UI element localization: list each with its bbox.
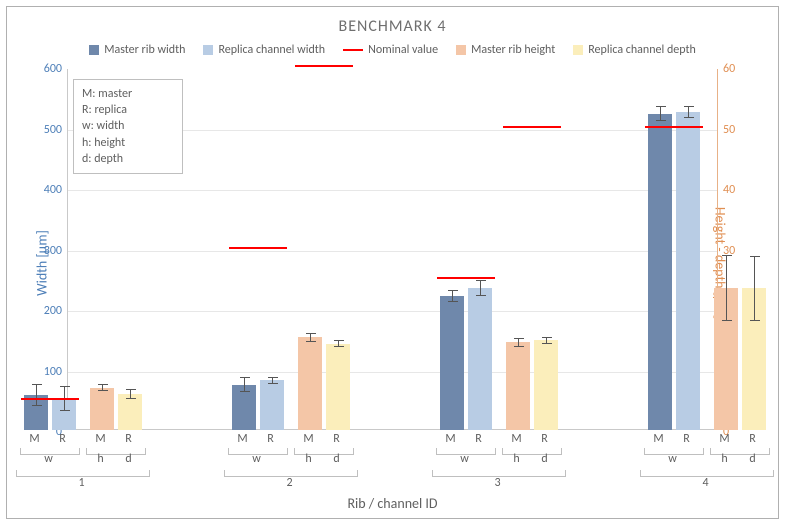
legend-swatch-line (343, 49, 363, 51)
bar-master-height (90, 388, 114, 430)
error-bar (452, 290, 453, 302)
bar-replica-width (676, 112, 700, 430)
legend-item: Replica channel width (203, 43, 325, 57)
error-bar (518, 338, 519, 346)
error-bar (310, 333, 311, 343)
chart-title: BENCHMARK 4 (7, 17, 778, 36)
bar-replica-width (468, 288, 492, 430)
error-bar (480, 280, 481, 296)
chart-frame: BENCHMARK 4 Master rib width Replica chan… (6, 6, 779, 519)
x-axis-title: Rib / channel ID (67, 495, 718, 512)
legend-swatch (573, 45, 583, 55)
xlabel-mr: R (59, 432, 66, 446)
legend-swatch (456, 45, 466, 55)
xlabel-groupid: 4 (702, 476, 708, 490)
xlabel-mr: M (653, 432, 663, 446)
error-bar (130, 389, 131, 399)
xlabel-mr: R (125, 432, 132, 446)
error-bar (754, 256, 755, 320)
bar-master-height (506, 342, 530, 430)
error-bar (660, 106, 661, 121)
group (208, 69, 374, 430)
nominal-line (21, 398, 79, 400)
error-bar (546, 337, 547, 344)
infobox-line: d: depth (82, 151, 174, 167)
xlabel-d: d (333, 452, 339, 466)
error-bar (272, 377, 273, 384)
legend-label: Replica channel width (218, 43, 325, 57)
bar-master-width (440, 296, 464, 430)
x-axis: MRMRwMRMRwMRMRwMRMRwhd1hd2hd3hd4Rib / ch… (67, 430, 718, 518)
legend-label: Master rib width (104, 43, 185, 57)
xbracket (86, 448, 146, 455)
infobox-line: M: master (82, 86, 174, 102)
infobox: M: masterR: replicaw: widthh: heightd: d… (73, 79, 183, 174)
nominal-line (229, 247, 287, 249)
group (416, 69, 582, 430)
xlabel-w: w (460, 452, 469, 466)
xlabel-mr: M (95, 432, 105, 446)
xlabel-groupid: 1 (78, 476, 84, 490)
nominal-line (645, 126, 703, 128)
nominal-line (503, 126, 561, 128)
nominal-line (295, 65, 353, 67)
xlabel-d: d (125, 452, 131, 466)
error-bar (102, 384, 103, 391)
xlabel-mr: R (683, 432, 690, 446)
xlabel-mr: M (303, 432, 313, 446)
bar-replica-width (260, 380, 284, 430)
xlabel-w: w (44, 452, 53, 466)
xbracket (502, 448, 562, 455)
xbracket (294, 448, 354, 455)
nominal-line (437, 277, 495, 279)
group (624, 69, 787, 430)
xlabel-mr: R (267, 432, 274, 446)
legend-label: Replica channel depth (588, 43, 696, 57)
error-bar (338, 340, 339, 347)
bar-master-width (648, 114, 672, 430)
legend-item: Master rib height (456, 43, 555, 57)
xlabel-groupid: 3 (494, 476, 500, 490)
legend-item: Nominal value (343, 43, 438, 57)
legend-label: Nominal value (368, 43, 438, 57)
xlabel-d: d (541, 452, 547, 466)
bar-replica-depth (118, 394, 142, 430)
xlabel-h: h (97, 452, 103, 466)
legend-item: Master rib width (89, 43, 185, 57)
legend-swatch (203, 45, 213, 55)
infobox-line: R: replica (82, 102, 174, 118)
xlabel-w: w (252, 452, 261, 466)
error-bar (36, 384, 37, 406)
xlabel-mr: R (475, 432, 482, 446)
xlabel-mr: R (749, 432, 756, 446)
infobox-line: h: height (82, 135, 174, 151)
xlabel-mr: R (541, 432, 548, 446)
xlabel-mr: M (237, 432, 247, 446)
error-bar (244, 377, 245, 392)
bar-master-height (298, 337, 322, 430)
error-bar (726, 255, 727, 322)
bar-replica-depth (326, 344, 350, 431)
xlabel-d: d (749, 452, 755, 466)
xlabel-h: h (305, 452, 311, 466)
xlabel-mr: M (511, 432, 521, 446)
infobox-line: w: width (82, 118, 174, 134)
xlabel-mr: M (29, 432, 39, 446)
xlabel-h: h (513, 452, 519, 466)
legend: Master rib width Replica channel width Nom… (7, 43, 778, 57)
xlabel-mr: M (445, 432, 455, 446)
xlabel-w: w (668, 452, 677, 466)
error-bar (688, 106, 689, 118)
bar-replica-depth (534, 340, 558, 430)
xlabel-h: h (721, 452, 727, 466)
legend-swatch (89, 45, 99, 55)
legend-item: Replica channel depth (573, 43, 696, 57)
xlabel-mr: R (333, 432, 340, 446)
xbracket (710, 448, 770, 455)
xlabel-groupid: 2 (286, 476, 292, 490)
xlabel-mr: M (719, 432, 729, 446)
legend-label: Master rib height (471, 43, 555, 57)
